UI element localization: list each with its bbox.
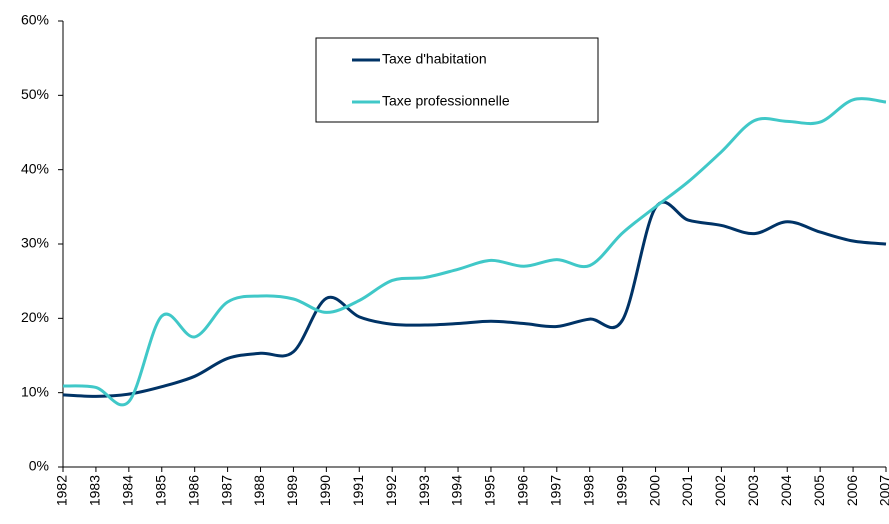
x-tick-label: 2001: [679, 475, 695, 506]
x-tick-label: 1986: [185, 475, 201, 506]
x-tick-label: 1987: [218, 475, 234, 506]
x-tick-label: 2006: [844, 475, 860, 506]
x-tick-label: 1991: [350, 475, 366, 506]
x-tick-label: 1996: [515, 475, 531, 506]
x-tick-label: 1984: [120, 475, 136, 506]
x-tick-label: 2000: [646, 475, 662, 506]
y-tick-label: 30%: [21, 235, 49, 251]
x-tick-label: 2002: [712, 475, 728, 506]
y-tick-label: 60%: [21, 12, 49, 28]
x-tick-label: 1994: [449, 475, 465, 506]
y-tick-label: 50%: [21, 86, 49, 102]
x-tick-label: 2007: [877, 475, 889, 506]
x-tick-label: 2003: [745, 475, 761, 506]
x-tick-label: 1988: [251, 475, 267, 506]
y-tick-label: 0%: [29, 458, 49, 474]
x-tick-label: 1982: [54, 475, 70, 506]
legend-box: [315, 37, 599, 123]
x-tick-label: 1989: [284, 475, 300, 506]
legend-label: Taxe d'habitation: [382, 51, 487, 67]
x-tick-label: 1999: [613, 475, 629, 506]
x-tick-label: 1983: [87, 475, 103, 506]
legend-label: Taxe professionnelle: [382, 93, 510, 109]
line: [62, 97, 887, 407]
x-tick-label: 1985: [152, 475, 168, 506]
x-tick-label: 1993: [416, 475, 432, 506]
y-tick-label: 10%: [21, 383, 49, 399]
x-tick-label: 1995: [482, 475, 498, 506]
x-tick-label: 1992: [383, 475, 399, 506]
y-tick-label: 20%: [21, 309, 49, 325]
x-tick-label: 2004: [778, 475, 794, 506]
y-tick-label: 40%: [21, 160, 49, 176]
x-tick-label: 2005: [811, 475, 827, 506]
x-tick-label: 1990: [317, 475, 333, 506]
x-tick-label: 1998: [580, 475, 596, 506]
x-tick-label: 1997: [548, 475, 564, 506]
line: [62, 200, 887, 398]
